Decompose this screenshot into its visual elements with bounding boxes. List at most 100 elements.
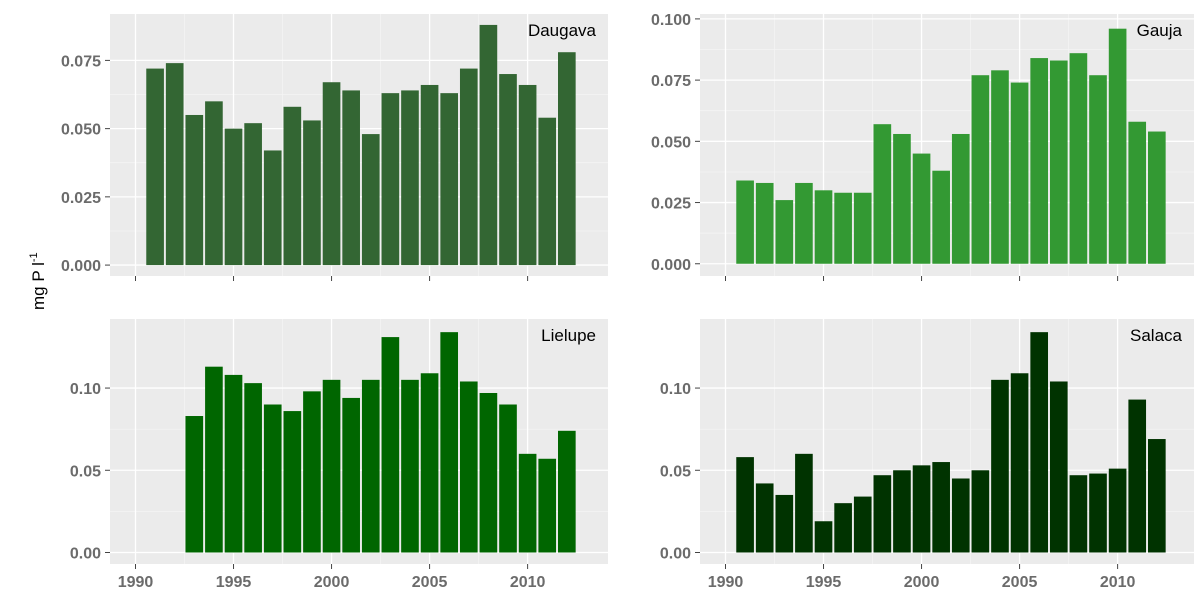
bar: [185, 114, 204, 266]
bar: [205, 101, 223, 266]
x-tick-label: 1990: [708, 574, 744, 591]
y-tick-label: 0.000: [651, 257, 691, 274]
bar: [736, 457, 754, 553]
bar: [263, 404, 282, 553]
bar: [440, 93, 459, 266]
bar: [1030, 332, 1049, 553]
bar: [1049, 381, 1068, 553]
bar: [479, 392, 498, 553]
bar: [951, 478, 970, 553]
bar: [205, 366, 223, 553]
y-tick-label: 0.10: [70, 381, 101, 398]
y-tick-label: 0.075: [651, 73, 691, 90]
bar: [1108, 28, 1127, 264]
bar: [912, 153, 931, 264]
bar: [283, 411, 302, 553]
bar: [853, 192, 872, 264]
x-tick-label: 2010: [1100, 574, 1136, 591]
panel-title: Gauja: [1137, 21, 1183, 40]
bar: [381, 93, 400, 266]
bar: [893, 470, 911, 553]
bar: [558, 430, 576, 553]
bar: [518, 453, 537, 553]
y-axis-label-main: mg P l: [29, 262, 48, 310]
x-tick-label: 2005: [1002, 574, 1038, 591]
bar: [1030, 58, 1049, 264]
panel-title: Salaca: [1130, 326, 1183, 345]
bar: [146, 68, 164, 266]
bar: [479, 24, 498, 266]
bar: [538, 117, 557, 266]
panel-salaca: 0.00 0.05 0.10 1990 1995 2000 2005 2010 Salaca: [660, 319, 1194, 591]
bar: [361, 379, 380, 553]
bar: [1128, 399, 1147, 553]
bar: [185, 416, 204, 553]
bar: [165, 63, 184, 266]
y-tick-label: 0.050: [651, 134, 691, 151]
panel-lielupe: 0.00 0.05 0.10 1990 1995 2000 2005 2010 Lielupe: [70, 319, 608, 591]
bar: [951, 133, 970, 264]
y-tick-label: 0.05: [660, 463, 691, 480]
bar: [459, 381, 478, 553]
bar: [361, 134, 380, 266]
bar: [322, 379, 341, 553]
bar: [342, 90, 360, 266]
y-tick-label: 0.050: [61, 122, 101, 139]
x-tick-label: 2010: [510, 574, 546, 591]
y-tick-label: 0.075: [61, 53, 101, 70]
bar: [1108, 468, 1127, 553]
bar: [991, 70, 1009, 264]
x-tick-label: 1990: [118, 574, 154, 591]
panel-title: Daugava: [528, 21, 597, 40]
y-tick-label: 0.025: [651, 196, 691, 213]
bar: [244, 383, 262, 553]
bar: [971, 470, 990, 553]
bar: [1049, 60, 1068, 264]
bar: [459, 68, 478, 266]
bar: [1069, 475, 1088, 553]
bar: [1010, 373, 1029, 553]
bar: [853, 496, 872, 553]
bar: [873, 475, 892, 553]
x-tick-label: 2000: [904, 574, 940, 591]
bar: [224, 128, 243, 266]
bar: [342, 397, 360, 553]
bar: [736, 180, 754, 264]
bar: [932, 462, 950, 553]
bar: [263, 150, 282, 266]
bar: [1148, 439, 1166, 553]
bar: [499, 404, 517, 553]
bar: [814, 521, 833, 553]
bar: [1148, 131, 1166, 264]
bar: [303, 120, 321, 266]
bar: [244, 123, 262, 266]
bar: [971, 75, 990, 264]
y-tick-label: 0.100: [651, 12, 691, 29]
bar: [775, 494, 794, 553]
x-tick-label: 1995: [806, 574, 842, 591]
y-tick-label: 0.000: [61, 258, 101, 275]
bar: [1128, 121, 1147, 264]
bar: [834, 192, 852, 264]
x-tick-label: 2000: [314, 574, 350, 591]
bar: [775, 200, 794, 264]
bar: [538, 458, 557, 553]
y-tick-label: 0.025: [61, 190, 101, 207]
bar: [991, 379, 1009, 553]
bar: [420, 84, 439, 266]
panel-title: Lielupe: [541, 326, 596, 345]
bar: [303, 391, 321, 553]
bar: [912, 465, 931, 553]
bar: [558, 52, 576, 266]
y-axis-label-superscript: -1: [28, 252, 40, 262]
bar: [322, 82, 341, 266]
y-tick-label: 0.00: [70, 545, 101, 562]
bar: [420, 373, 439, 553]
bar: [893, 133, 911, 264]
bar: [499, 74, 517, 266]
bar: [283, 106, 302, 266]
x-tick-label: 2005: [412, 574, 448, 591]
x-tick-label: 1995: [216, 574, 252, 591]
svg-text:mg P l-1: mg P l-1: [28, 252, 48, 310]
